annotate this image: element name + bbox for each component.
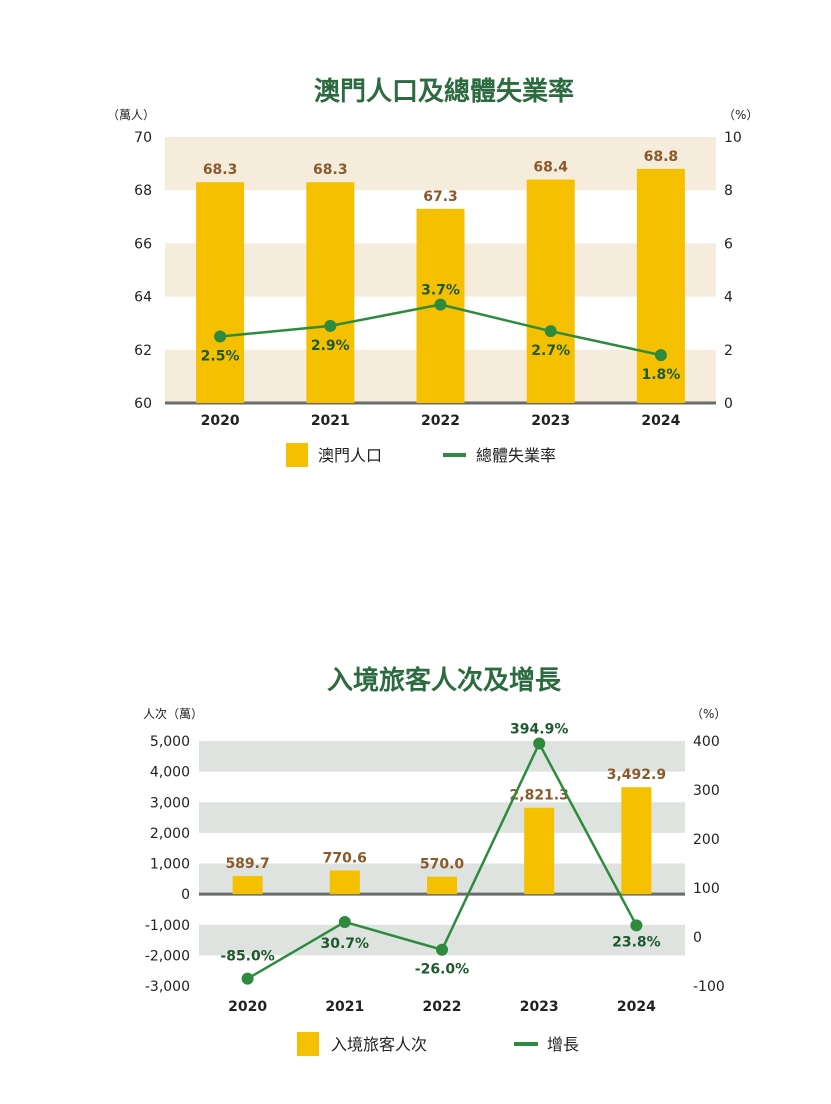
bar-value-label: 589.7: [225, 856, 269, 872]
chart1-right-unit: （%）: [723, 108, 758, 122]
y-tick-label: 60: [134, 396, 152, 412]
point-value-label: -26.0%: [415, 962, 469, 978]
point-value-label: 30.7%: [321, 936, 370, 952]
y2-tick-label: 2: [724, 343, 733, 359]
chart1-title: 澳門人口及總體失業率: [314, 76, 574, 107]
point-value-label: 394.9%: [510, 721, 568, 737]
bar: [196, 182, 245, 403]
y-tick-label: 2,000: [150, 826, 190, 842]
y2-tick-label: 100: [693, 881, 720, 897]
bar-value-label: 2,821.3: [510, 788, 569, 804]
legend-label-unemployment: 總體失業率: [476, 446, 556, 465]
x-tick-label: 2023: [531, 413, 570, 429]
point-value-label: 2.9%: [311, 338, 350, 354]
bar-value-label: 68.3: [313, 162, 348, 178]
x-tick-label: 2024: [617, 999, 656, 1015]
bar: [232, 876, 263, 895]
y2-tick-label: 200: [693, 832, 720, 848]
y-tick-label: 5,000: [150, 734, 190, 750]
x-tick-label: 2022: [421, 413, 460, 429]
bar-value-label: 570.0: [420, 857, 465, 873]
x-tick-label: 2023: [520, 999, 559, 1015]
y2-tick-label: 4: [724, 290, 733, 306]
chart2-legend: 入境旅客人次 增長: [297, 1032, 579, 1056]
line-point: [338, 915, 351, 928]
x-tick-label: 2022: [423, 999, 462, 1015]
point-value-label: 2.7%: [531, 343, 570, 359]
y2-tick-label: 6: [724, 236, 733, 252]
y-tick-label: 1,000: [150, 857, 190, 873]
y2-tick-label: -100: [693, 979, 725, 995]
line-point: [324, 319, 337, 332]
point-value-label: 1.8%: [641, 367, 680, 383]
y2-tick-label: 8: [724, 183, 733, 199]
bar: [329, 870, 360, 895]
bar-value-label: 68.8: [644, 149, 679, 165]
bar-value-label: 67.3: [423, 189, 458, 205]
y-tick-label: 70: [134, 130, 152, 146]
legend-label-population: 澳門人口: [318, 446, 382, 465]
y2-tick-label: 400: [693, 734, 720, 750]
chart2-title: 入境旅客人次及增長: [327, 665, 562, 696]
y-tick-label: 0: [181, 887, 190, 903]
y-tick-label: -2,000: [145, 948, 190, 964]
x-tick-label: 2020: [228, 999, 267, 1015]
bar-value-label: 770.6: [323, 851, 367, 867]
legend-label-visitors: 入境旅客人次: [331, 1035, 427, 1054]
point-value-label: 3.7%: [421, 283, 460, 299]
y-tick-label: 68: [134, 183, 152, 199]
y2-tick-label: 0: [724, 396, 733, 412]
y2-tick-label: 0: [693, 930, 702, 946]
bar-value-label: 68.4: [533, 160, 568, 176]
y-tick-label: 62: [134, 343, 152, 359]
x-tick-label: 2020: [201, 413, 240, 429]
x-tick-label: 2024: [641, 413, 680, 429]
bar: [636, 168, 685, 403]
line-point: [436, 943, 448, 956]
y-tick-label: 66: [134, 236, 152, 252]
line-point: [544, 325, 557, 338]
bar: [526, 179, 575, 403]
bar-value-label: 68.3: [203, 162, 238, 178]
y2-tick-label: 300: [693, 783, 720, 799]
bar: [621, 787, 652, 895]
line-point: [630, 919, 643, 932]
bar: [427, 876, 457, 895]
point-value-label: 2.5%: [201, 349, 240, 365]
chart-visitors-growth: 入境旅客人次及增長 人次（萬） （%） -3,000 -2,000 -1,000 0 1…: [143, 665, 726, 1056]
chart1-legend: 澳門人口 總體失業率: [286, 443, 556, 467]
chart2-left-unit: 人次（萬）: [143, 707, 203, 721]
y-tick-label: 4,000: [150, 765, 190, 781]
line-point: [533, 737, 546, 750]
legend-swatch-visitors: [297, 1032, 319, 1056]
bar: [524, 807, 555, 895]
y-tick-label: 3,000: [150, 795, 190, 811]
y-tick-label: -3,000: [145, 979, 190, 995]
x-tick-label: 2021: [325, 999, 364, 1015]
legend-label-growth: 增長: [547, 1035, 579, 1054]
x-tick-label: 2021: [311, 413, 350, 429]
background-band: [165, 137, 716, 191]
point-value-label: -85.0%: [220, 949, 274, 965]
y-tick-label: 64: [134, 290, 152, 306]
line-point: [241, 972, 254, 985]
y2-tick-label: 10: [724, 130, 742, 146]
chart1-left-unit: （萬人）: [107, 108, 155, 122]
bar: [306, 182, 355, 403]
background-band: [199, 802, 685, 833]
chart2-right-unit: （%）: [691, 707, 726, 721]
y-tick-label: -1,000: [145, 918, 190, 934]
legend-swatch-population: [286, 443, 308, 467]
background-band: [199, 741, 685, 772]
line-point: [434, 298, 447, 311]
point-value-label: 23.8%: [612, 934, 661, 950]
line-point: [214, 330, 227, 343]
line-point: [654, 349, 667, 362]
bar-value-label: 3,492.9: [607, 767, 666, 783]
